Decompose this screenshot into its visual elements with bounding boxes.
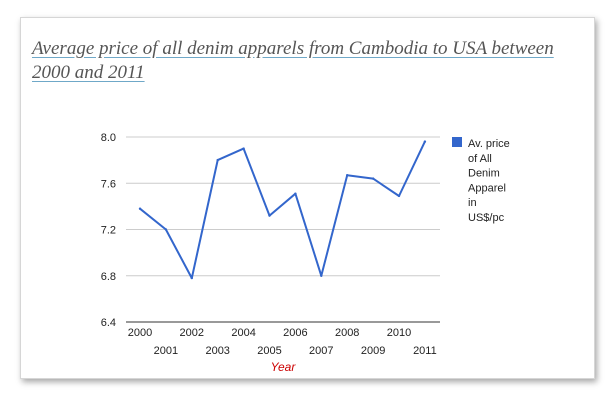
series-group [138, 140, 427, 280]
x-tick-label: 2005 [257, 345, 281, 357]
x-axis-ticks: 2000200120022003200420052006200720082009… [128, 327, 437, 357]
gridlines [126, 136, 440, 323]
x-axis-label: Year [271, 360, 297, 374]
y-axis-ticks: 6.4 6.8 7.2 7.6 8.0 [101, 132, 116, 329]
series-line-0 [139, 140, 426, 280]
x-tick-label: 2002 [180, 327, 204, 339]
chart-title: Average price of all denim apparels from… [32, 38, 554, 83]
legend-label-line: in [468, 197, 477, 209]
x-tick-label: 2006 [283, 327, 307, 339]
data-point [216, 158, 219, 162]
data-point [346, 173, 349, 177]
y-tick-label: 7.6 [101, 178, 116, 190]
data-point [242, 147, 245, 150]
x-tick-label: 2007 [309, 345, 333, 357]
legend-label-line: Apparel [468, 182, 506, 194]
y-tick-label: 6.8 [101, 271, 116, 283]
y-tick-label: 8.0 [101, 132, 116, 144]
x-tick-label: 2008 [335, 327, 359, 339]
data-point [138, 207, 142, 210]
x-tick-label: 2003 [205, 345, 229, 357]
data-point [164, 228, 168, 231]
legend-label-line: Av. price [468, 138, 510, 150]
data-point [268, 214, 271, 217]
x-tick-label: 2009 [361, 345, 385, 357]
data-point [371, 177, 375, 180]
x-tick-label: 2004 [231, 327, 255, 339]
y-tick-label: 7.2 [101, 225, 116, 237]
legend-swatch [452, 137, 462, 147]
data-point [423, 140, 427, 143]
legend-label-line: of All [468, 153, 492, 165]
x-tick-label: 2011 [413, 345, 437, 357]
legend: Av. price of All Denim Apparel in US$/pc [452, 137, 510, 224]
data-point [397, 194, 401, 198]
x-tick-label: 2000 [128, 327, 152, 339]
legend-label-line: US$/pc [468, 212, 505, 224]
x-tick-label: 2001 [154, 345, 178, 357]
chart-card: Average price of all denim apparels from… [20, 17, 595, 379]
y-tick-label: 6.4 [101, 317, 116, 329]
legend-label-line: Denim [468, 168, 500, 180]
data-point [190, 276, 193, 280]
data-point [320, 274, 323, 277]
data-point [294, 192, 297, 195]
x-tick-label: 2010 [387, 327, 411, 339]
